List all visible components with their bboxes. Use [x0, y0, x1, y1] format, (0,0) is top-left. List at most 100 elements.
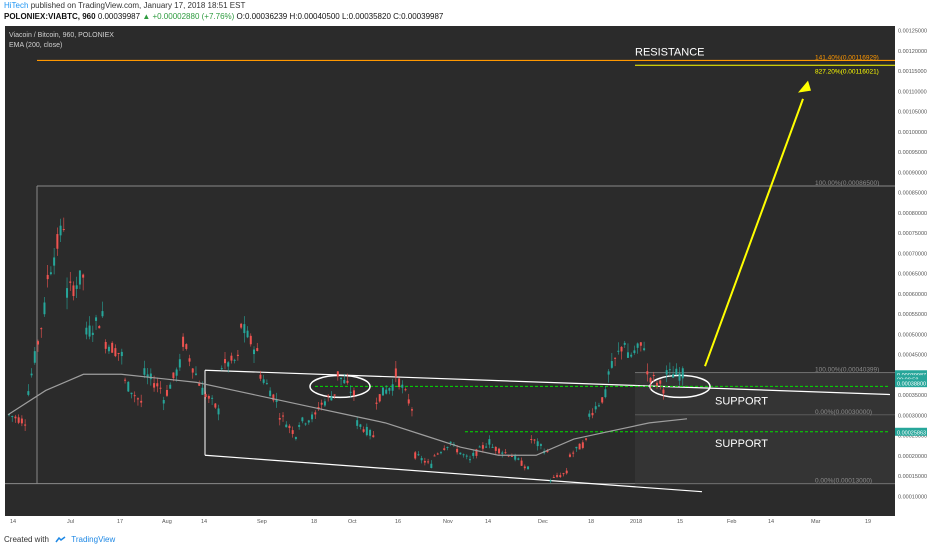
fib-label: 827.20%(0.00116021) [815, 68, 879, 75]
x-tick-label: Aug [162, 519, 172, 525]
candle-body [69, 281, 72, 283]
candle-body [62, 228, 65, 230]
candle-body [230, 355, 233, 361]
chart-area[interactable]: Viacoin / Bitcoin, 960, POLONIEX EMA (200… [5, 26, 931, 526]
publish-info: published on TradingView.com, January 17… [30, 1, 246, 10]
candle-body [11, 416, 14, 418]
candle-body [117, 352, 120, 354]
candle-body [133, 395, 136, 397]
ticker-line: POLONIEX:VIABTC, 960 0.00039987 ▲ +0.000… [4, 12, 443, 21]
candle-body [149, 373, 152, 380]
x-tick-label: 14 [768, 519, 774, 525]
candle-body [159, 387, 162, 389]
candle-body [204, 394, 207, 398]
candle-body [449, 441, 452, 444]
candle-body [307, 420, 310, 423]
publish-line: HiTech published on TradingView.com, Jan… [4, 1, 245, 10]
candle-body [78, 270, 81, 285]
candle-body [552, 476, 555, 478]
candle-body [288, 425, 291, 429]
x-axis-panel [5, 516, 931, 526]
candle-body [517, 458, 520, 460]
candle-body [330, 396, 333, 401]
candle-body [401, 384, 404, 388]
y-tick-label: 0.00105000 [898, 110, 927, 116]
candle-body [469, 459, 472, 461]
candle-body [162, 400, 165, 404]
candle-body [146, 374, 149, 377]
candle-body [294, 437, 297, 439]
candle-body [375, 402, 378, 404]
candle-body [172, 372, 175, 379]
candle-body [243, 324, 246, 334]
candle-body [140, 400, 143, 403]
price-tag [895, 370, 927, 379]
fib-label: 0.00%(0.00030000) [815, 409, 872, 416]
candle-body [20, 418, 23, 424]
y-tick-label: 0.00070000 [898, 251, 927, 257]
candle-body [472, 452, 475, 456]
x-tick-label: 19 [865, 519, 871, 525]
candle-body [601, 397, 604, 403]
candle-body [130, 392, 133, 395]
candle-body [182, 336, 185, 347]
y-tick-label: 0.00065000 [898, 272, 927, 278]
candle-body [530, 438, 533, 440]
candle-body [536, 441, 539, 447]
candle-body [594, 406, 597, 410]
y-tick-label: 0.00080000 [898, 211, 927, 217]
candle-body [378, 394, 381, 402]
candle-body [343, 379, 346, 384]
candle-body [220, 368, 223, 370]
tradingview-brand[interactable]: TradingView [71, 535, 116, 544]
candle-body [101, 311, 104, 317]
candle-body [504, 452, 507, 454]
candle-body [33, 351, 36, 363]
candle-body [649, 377, 652, 383]
price-chart[interactable]: Viacoin / Bitcoin, 960, POLONIEX EMA (200… [5, 26, 931, 526]
candle-body [414, 452, 417, 459]
channel-upper-line [204, 369, 891, 396]
candle-body [256, 348, 259, 351]
candle-body [427, 461, 430, 463]
candle-body [27, 391, 30, 395]
x-tick-label: Oct [348, 519, 357, 525]
candle-body [340, 377, 343, 380]
candle-body [91, 332, 94, 335]
x-tick-label: Jul [67, 519, 74, 525]
candle-body [559, 475, 562, 478]
candle-body [207, 396, 210, 399]
candle-body [639, 342, 642, 346]
candle-body [201, 387, 204, 395]
x-tick-label: 2018 [630, 519, 642, 525]
candle-body [475, 449, 478, 456]
candle-body [410, 409, 413, 411]
candle-body [597, 405, 600, 407]
candle-body [43, 302, 46, 315]
candle-body [585, 438, 588, 440]
x-tick-label: 18 [311, 519, 317, 525]
candle-body [169, 384, 172, 389]
candle-body [546, 450, 549, 453]
candle-body [381, 387, 384, 396]
candle-body [665, 370, 668, 375]
candle-body [136, 398, 139, 400]
candle-body [604, 389, 607, 398]
resistance-annotation: RESISTANCE [635, 46, 704, 58]
candle-body [556, 475, 559, 477]
author-link[interactable]: HiTech [4, 1, 29, 10]
candle-body [72, 285, 75, 297]
candle-body [107, 346, 110, 352]
candle-body [462, 454, 465, 456]
price-change: ▲ +0.00002880 (+7.76%) [142, 12, 235, 21]
ema-line [7, 373, 688, 456]
y-tick-label: 0.00125000 [898, 29, 927, 35]
candle-body [285, 424, 288, 428]
candle-body [66, 288, 69, 298]
candle-body [568, 454, 571, 457]
candle-body [143, 368, 146, 375]
candle-body [456, 448, 459, 453]
highlight-ellipse-left [309, 374, 371, 399]
candle-body [626, 352, 629, 358]
candle-body [24, 424, 27, 426]
